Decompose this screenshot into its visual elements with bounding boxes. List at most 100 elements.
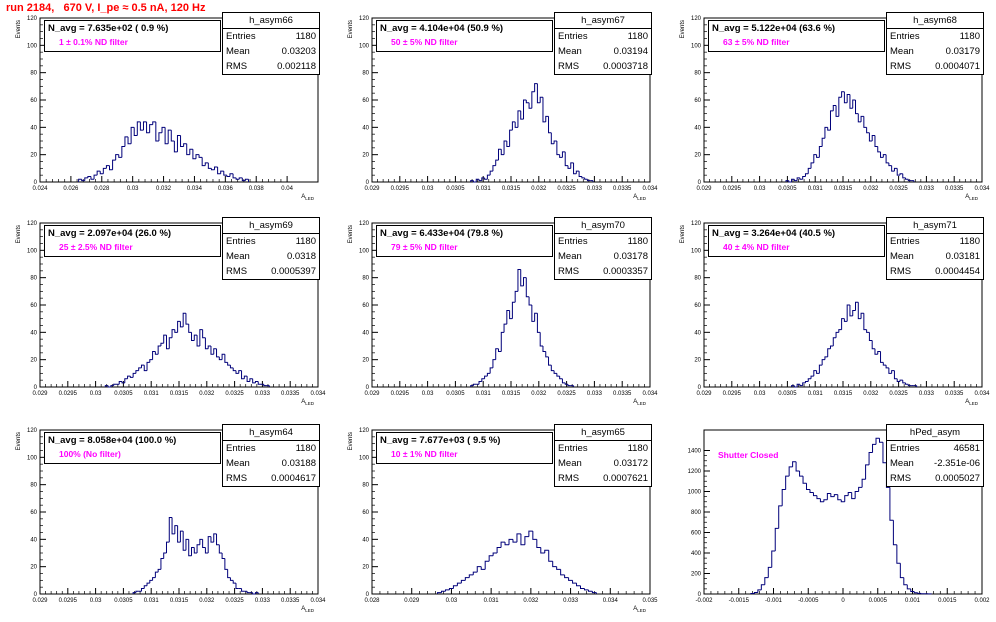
histogram-bin <box>132 592 136 594</box>
histogram-bin <box>888 367 892 374</box>
histogram-bin <box>195 154 200 159</box>
histogram-bin <box>812 492 817 497</box>
histogram-bin <box>899 563 904 579</box>
histogram-bin <box>472 383 477 386</box>
histogram-svg: 0 200 400 600 800 1000 1200 1400 -0.002 -0.0015 -0… <box>688 429 990 604</box>
histogram-bin <box>838 329 842 333</box>
x-tick-label: 0.034 <box>310 598 326 604</box>
y-tick-label: 60 <box>30 510 37 516</box>
histogram-bin <box>456 582 462 586</box>
histogram-bin <box>818 364 823 374</box>
histogram-bin <box>902 380 906 384</box>
histogram-bin <box>580 585 585 590</box>
histogram-bin <box>220 170 224 174</box>
stats-box: h_asym65 Entries 1180 Mean 0.03172 RMS 0.00076… <box>554 424 652 487</box>
histogram-bin <box>528 296 532 306</box>
histogram-bin <box>179 530 184 543</box>
histogram-bin <box>843 91 848 104</box>
histogram-bin <box>484 560 490 570</box>
stats-value: 1180 <box>959 236 980 247</box>
histogram-bin <box>243 375 248 379</box>
y-tick-label: 60 <box>30 98 37 104</box>
filter-label: 10 ± 1% ND filter <box>391 449 458 459</box>
histogram-bin <box>165 541 170 553</box>
histogram-bin <box>139 121 144 131</box>
histogram-bin <box>486 174 491 180</box>
histogram-bin <box>802 176 806 180</box>
histogram-bin <box>185 538 189 551</box>
histogram-bin <box>107 385 111 388</box>
histogram-bin <box>559 376 563 380</box>
histogram-bin <box>583 588 589 591</box>
histogram-bin <box>525 100 530 104</box>
histogram-bin <box>124 136 129 147</box>
histogram-bin <box>913 591 918 594</box>
histogram-bin <box>868 332 873 342</box>
x-tick-label: 0.031 <box>484 598 500 604</box>
histogram-bin <box>868 132 873 142</box>
y-tick-label: 40 <box>694 125 701 131</box>
histogram-bin <box>154 351 159 355</box>
histogram-bin <box>874 348 878 355</box>
y-axis-title: Events <box>16 225 22 243</box>
stats-row-entries: Entries 1180 <box>887 29 983 44</box>
histogram-bin <box>517 110 521 128</box>
histogram-bin <box>581 176 585 179</box>
histogram-bin <box>550 132 555 145</box>
histogram-bin <box>781 488 786 506</box>
stats-box: h_asym70 Entries 1180 Mean 0.03178 RMS 0.00033… <box>554 217 652 280</box>
stats-key: Entries <box>890 236 920 247</box>
stats-row-mean: Mean -2.351e-06 <box>887 456 983 471</box>
histogram-bin <box>118 154 122 158</box>
histogram-bin <box>835 105 839 117</box>
histogram-bin <box>823 499 828 502</box>
histogram-panel-h_asym69: 0 20 40 60 80 100 120 0.029 0.0295 0.03 0.0305 0.03… <box>0 205 330 410</box>
histogram-bin <box>835 331 839 338</box>
histogram-bin <box>556 373 560 377</box>
y-tick-label: 60 <box>362 510 369 516</box>
histogram-panel-h_asym65: 0 20 40 60 80 100 120 0.028 0.029 0.03 0.031 0.032 0… <box>332 412 662 617</box>
histogram-bin <box>520 110 524 120</box>
histogram-bin <box>896 544 901 564</box>
histogram-bin <box>880 151 884 158</box>
y-tick-label: 120 <box>691 16 702 22</box>
x-tick-label: 0.0315 <box>170 598 189 604</box>
y-axis-title: Events <box>348 432 354 450</box>
histogram-bin <box>899 173 903 176</box>
histogram-bin <box>849 305 853 317</box>
histogram-bin <box>810 375 814 379</box>
histogram-bin <box>523 277 527 286</box>
histogram-bin <box>826 493 831 500</box>
x-tick-label: 0.0295 <box>59 598 78 604</box>
histogram-bin <box>174 329 178 333</box>
histogram-bin <box>802 382 806 386</box>
navg-label-box: N_avg = 5.122e+04 (63.6 %) 63 ± 5% ND fil… <box>708 20 885 52</box>
histogram-bin <box>528 530 533 537</box>
histogram-bin <box>573 162 577 175</box>
histogram-bin <box>525 277 530 298</box>
histogram-bin <box>149 124 153 133</box>
histogram-bin <box>235 583 239 590</box>
histogram-bin <box>837 494 842 501</box>
y-tick-label: 600 <box>691 531 702 537</box>
histogram-bin <box>235 177 240 180</box>
histogram-bin <box>133 127 138 137</box>
stats-key: Entries <box>558 31 588 42</box>
x-tick-label: 0.031 <box>476 391 492 397</box>
histogram-bin <box>198 154 203 158</box>
y-tick-label: 60 <box>362 303 369 309</box>
histogram-bin <box>204 547 209 554</box>
histogram-bin <box>821 137 825 147</box>
y-tick-label: 80 <box>362 483 369 489</box>
histogram-series <box>437 530 597 594</box>
histogram-bin <box>158 132 163 141</box>
histogram-bin <box>497 148 502 161</box>
histogram-bin <box>492 552 498 556</box>
x-tick-label: 0.0295 <box>391 391 410 397</box>
x-axis-title: ALED <box>965 194 979 201</box>
histogram-bin <box>559 154 563 158</box>
histogram-bin <box>824 356 828 360</box>
y-tick-label: 0 <box>34 592 38 598</box>
stats-value: 0.0005397 <box>271 266 316 277</box>
histogram-bin <box>806 483 810 490</box>
